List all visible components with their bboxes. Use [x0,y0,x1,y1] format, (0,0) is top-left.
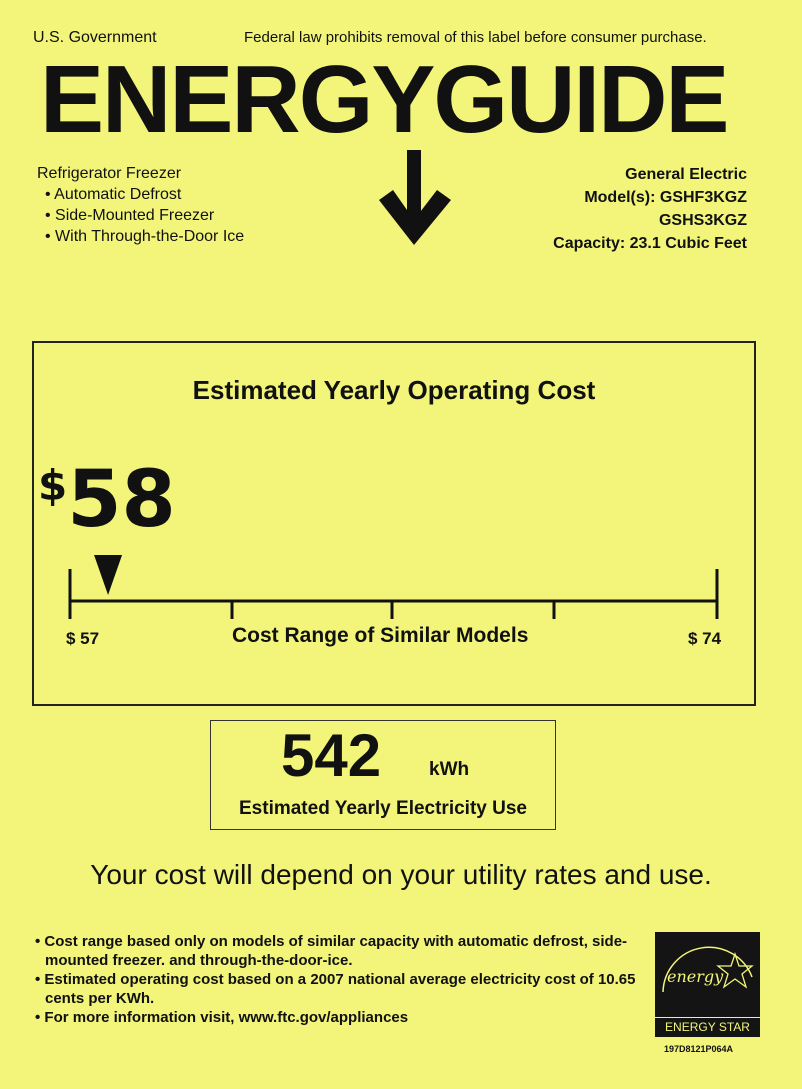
yearly-cost: $58 [38,455,176,545]
brand: General Electric [625,166,747,183]
footnote: • Estimated operating cost based on a 20… [35,971,636,1007]
energy-star-icon: energy [662,946,754,993]
energyguide-logo: ENERGYGUIDE [40,46,729,153]
range-title: Cost Range of Similar Models [232,624,529,647]
capacity: Capacity: 23.1 Cubic Feet [553,235,747,252]
svg-text:energy: energy [667,967,724,986]
removal-notice: Federal law prohibits removal of this la… [244,29,707,46]
feature-item: • Automatic Defrost [45,186,182,203]
cost-range-scale [68,555,719,619]
footnotes: • Cost range based only on models of sim… [33,932,649,1027]
product-type: Refrigerator Freezer [37,165,182,182]
kwh-label: Estimated Yearly Electricity Use [239,798,527,819]
model-numbers: Model(s): GSHF3KGZ [584,189,747,206]
energy-star-logo: energy ENERGY STAR [655,932,760,1037]
down-arrow-icon [379,150,451,245]
government-label: U.S. Government [33,29,157,46]
range-max-label: $ 74 [688,629,722,648]
energy-star-label: ENERGY STAR [655,1017,760,1035]
feature-item: • Side-Mounted Freezer [45,207,215,224]
footnote: • Cost range based only on models of sim… [35,933,628,969]
range-min-label: $ 57 [66,629,100,648]
label-code: 197D8121P064A [664,1044,734,1054]
operating-cost-box: Estimated Yearly Operating Cost $58 $ 57… [32,341,756,706]
kwh-unit: kWh [429,759,470,780]
electricity-use-box: 542 kWh Estimated Yearly Electricity Use [210,720,556,830]
footnote: • For more information visit, www.ftc.go… [35,1009,409,1026]
product-info: Refrigerator Freezer • Automatic Defrost… [37,163,337,247]
kwh-value: 542 [281,722,382,789]
cost-title: Estimated Yearly Operating Cost [192,375,596,405]
cost-marker-icon [94,555,123,595]
manufacturer-info: General Electric Model(s): GSHF3KGZ GSHS… [487,163,747,255]
feature-item: • With Through-the-Door Ice [45,228,245,245]
model-number-2: GSHS3KGZ [658,212,747,229]
cost-disclaimer: Your cost will depend on your utility ra… [90,859,712,890]
